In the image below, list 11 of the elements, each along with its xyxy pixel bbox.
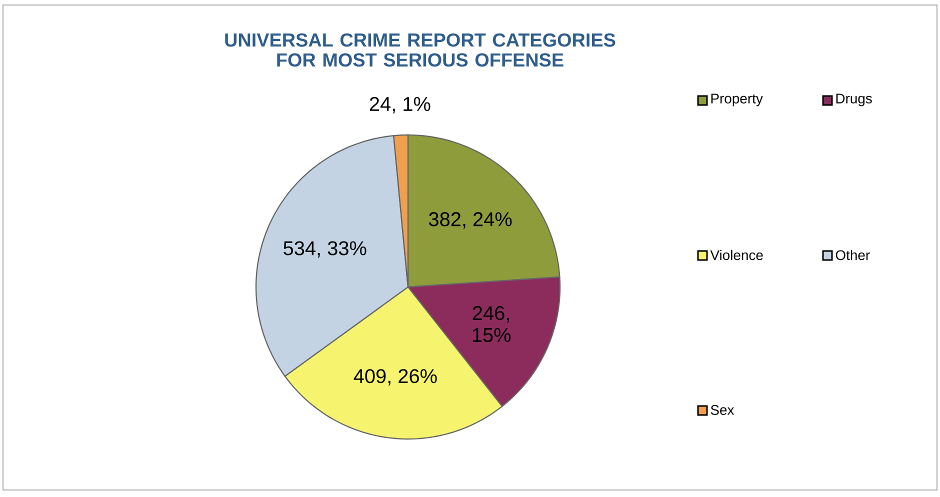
- legend-label: Property: [711, 94, 763, 106]
- chart-title: UNIVERSAL CRIME REPORT CATEGORIES FOR MOST SERIOUS OFFENSE: [225, 33, 616, 67]
- legend-label: Violence: [710, 250, 763, 260]
- legend-label: Other: [836, 250, 870, 260]
- data-label: 409, 26%: [354, 369, 437, 386]
- data-label: 382, 24%: [429, 212, 512, 229]
- data-label: 246, 15%: [472, 306, 511, 342]
- legend-label: Sex: [710, 405, 734, 415]
- data-label: 24, 1%: [370, 96, 430, 114]
- legend-label: Drugs: [836, 94, 872, 106]
- data-label: 534, 33%: [284, 241, 366, 258]
